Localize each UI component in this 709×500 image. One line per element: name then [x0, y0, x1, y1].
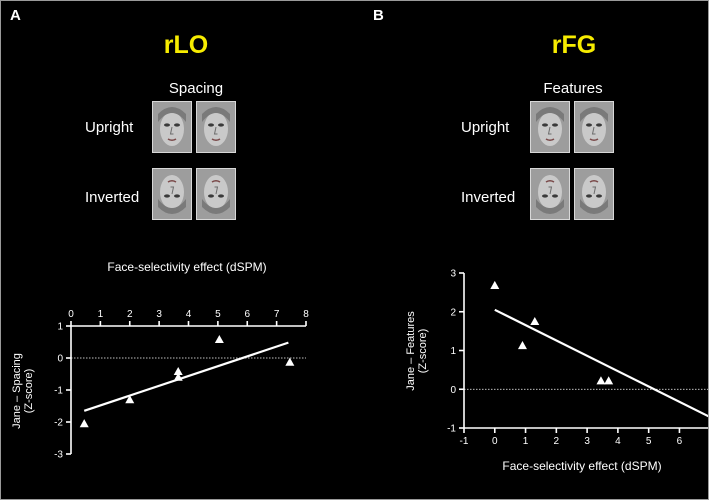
a-x-tick-label: 0 [68, 309, 74, 320]
face-nose [547, 126, 552, 135]
face-eye [586, 123, 592, 127]
a-data-point [79, 419, 89, 428]
face-eye [586, 194, 592, 198]
face-image [152, 101, 192, 153]
a-y-tick-label: -2 [54, 418, 63, 429]
face-mouth [545, 138, 555, 142]
a-y-tick-label: -3 [54, 450, 63, 461]
region-title-rfg: rFG [551, 31, 597, 59]
a-fit-line [83, 341, 289, 412]
face-image [196, 101, 236, 153]
face-image [574, 101, 614, 153]
face-drawing [158, 175, 186, 214]
face-eye [174, 194, 180, 198]
face-eye [218, 123, 224, 127]
face-mouth [211, 179, 221, 183]
face-eye [208, 123, 214, 127]
face-mouth [545, 179, 555, 183]
face-eye [596, 194, 602, 198]
face-image [530, 101, 570, 153]
face-hair [580, 199, 608, 214]
face-image-inverted [152, 168, 192, 220]
face-hair [158, 199, 186, 214]
face-hair [202, 107, 230, 122]
x-axis-label-a: Face-selectivity effect (dSPM) [107, 260, 266, 274]
a-x-tick-label: 4 [186, 309, 192, 320]
face-image-inverted [530, 168, 570, 220]
face-drawing [202, 107, 230, 146]
a-x-tick-label: 1 [98, 309, 104, 320]
face-nose [591, 126, 596, 135]
condition-title-spacing: Spacing [168, 80, 224, 97]
a-data-point [285, 357, 295, 366]
face-nose [548, 186, 553, 195]
a-data-point [173, 372, 183, 381]
face-mouth [589, 138, 599, 142]
face-drawing [580, 107, 608, 146]
face-hair [158, 107, 186, 122]
face-mouth [167, 138, 177, 142]
face-hair [536, 199, 564, 214]
a-data-point [125, 395, 135, 404]
face-drawing [158, 107, 186, 146]
face-drawing [202, 175, 230, 214]
y-axis-label-a-line2: (Z-score) [23, 369, 35, 414]
row-label-upright-b: Upright [461, 119, 510, 136]
panel-letter-a: A [10, 7, 21, 24]
row-label-upright-a: Upright [85, 119, 134, 136]
face-hair [580, 107, 608, 122]
face-image-inverted [196, 168, 236, 220]
condition-title-features: Features [543, 80, 603, 97]
a-y-tick-label: -1 [54, 386, 63, 397]
a-x-tick-label: 2 [127, 309, 133, 320]
face-drawing [536, 107, 564, 146]
row-label-inverted-a: Inverted [85, 189, 140, 206]
a-x-tick-label: 3 [156, 309, 162, 320]
a-y-tick-label: 0 [57, 354, 63, 365]
face-eye [208, 194, 214, 198]
face-hair [536, 107, 564, 122]
face-drawing [580, 175, 608, 214]
face-eye [174, 123, 180, 127]
face-eye [218, 194, 224, 198]
face-nose [169, 126, 174, 135]
a-data-point [214, 334, 224, 344]
face-eye [542, 194, 548, 198]
face-mouth [589, 179, 599, 183]
face-nose [592, 186, 597, 195]
face-eye [552, 123, 558, 127]
face-eye [164, 194, 170, 198]
a-x-tick-label: 5 [215, 309, 221, 320]
y-axis-label-a-line1: Jane – Spacing [11, 353, 23, 429]
panel-letter-b: B [373, 7, 384, 24]
face-eye [164, 123, 170, 127]
face-image-inverted [574, 168, 614, 220]
face-nose [170, 186, 175, 195]
face-mouth [211, 138, 221, 142]
a-data-point [173, 366, 183, 376]
face-nose [213, 126, 218, 135]
a-x-tick-label: 7 [274, 309, 280, 320]
face-mouth [167, 179, 177, 183]
face-eye [596, 123, 602, 127]
a-y-tick-label: 1 [57, 322, 63, 333]
face-nose [214, 186, 219, 195]
y-axis-label-a: Jane – Spacing (Z-score) [11, 353, 35, 429]
face-drawing [536, 175, 564, 214]
face-hair [202, 199, 230, 214]
face-eye [542, 123, 548, 127]
a-x-tick-label: 8 [303, 309, 309, 320]
row-label-inverted-b: Inverted [461, 189, 516, 206]
region-title-rlo: rLO [163, 31, 209, 59]
a-x-tick-label: 6 [244, 309, 250, 320]
face-eye [552, 194, 558, 198]
